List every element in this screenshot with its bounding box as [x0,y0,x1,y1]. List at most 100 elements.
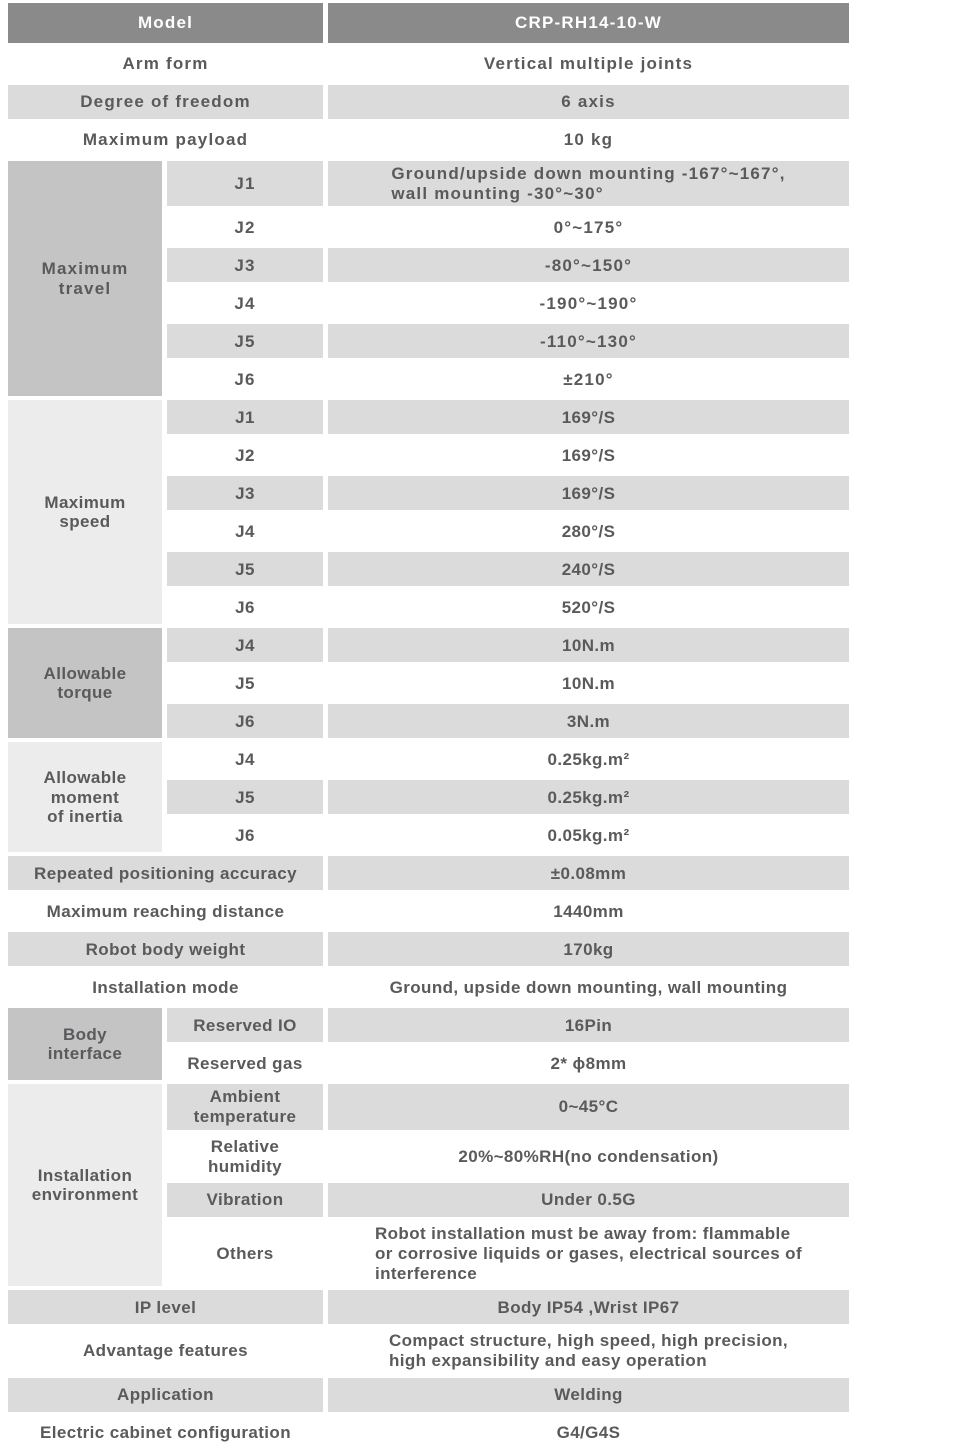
body-interface-reserved-io-label: Reserved IO [167,1008,323,1043]
label-ip-level: IP level [8,1290,323,1325]
value-application-text: Welding [554,1385,623,1405]
maximum-travel-j4-label-text: J4 [234,293,256,313]
label-degree-of-freedom: Degree of freedom [8,85,323,119]
allowable-moment-of-inertia-j6-value-text: 0.05kg.m² [547,825,630,845]
allowable-torque-j5-value-text: 10N.m [561,673,616,693]
maximum-speed-j6-value: 520°/S [328,590,849,625]
installation-environment-vibration-label-text: Vibration [206,1190,284,1210]
label-application: Application [8,1377,323,1412]
value-application: Welding [328,1377,849,1412]
maximum-travel-j5-value-text: -110°~130° [540,331,637,351]
group-label-allowable-torque-text: Allowable torque [43,663,127,703]
maximum-speed-j1-label: J1 [167,400,323,435]
value-robot-body-weight: 170kg [328,932,849,967]
maximum-travel-j1-value: Ground/upside down mounting -167°~167°, … [328,161,849,207]
value-advantage-features: Compact structure, high speed, high prec… [328,1328,849,1374]
group-label-maximum-travel: Maximum travel [8,161,162,397]
maximum-travel-j1-label: J1 [167,161,323,207]
label-electric-cabinet-configuration-text: Electric cabinet configuration [40,1423,291,1443]
group-label-allowable-moment-of-inertia-text: Allowable moment of inertia [43,767,127,827]
maximum-travel-j3-value: -80°~150° [328,248,849,283]
maximum-travel-j4-value: -190°~190° [328,286,849,321]
allowable-moment-of-inertia-j4-label: J4 [167,742,323,777]
group-label-maximum-travel-text: Maximum travel [41,259,129,298]
maximum-speed-j4-value-text: 280°/S [561,521,616,541]
maximum-travel-j1-label-text: J1 [234,173,256,193]
value-maximum-reaching-distance-text: 1440mm [553,901,624,921]
maximum-travel-j3-label-text: J3 [234,255,256,275]
label-arm-form-text: Arm form [122,54,209,74]
allowable-torque-j4-value-text: 10N.m [561,635,616,655]
body-interface-reserved-io-label-text: Reserved IO [193,1015,297,1035]
label-advantage-features-text: Advantage features [83,1341,248,1361]
allowable-torque-j6-label: J6 [167,704,323,739]
model-header-value-text: CRP-RH14-10-W [515,13,662,33]
value-advantage-features-text: Compact structure, high speed, high prec… [388,1331,789,1371]
label-arm-form: Arm form [8,47,323,81]
value-installation-mode-text: Ground, upside down mounting, wall mount… [389,977,788,997]
maximum-travel-j6-value-text: ±210° [563,369,614,389]
installation-environment-others-label: Others [167,1221,323,1287]
group-label-installation-environment-text: Installation environment [31,1165,139,1205]
installation-environment-relative-humidity-label: Relative humidity [167,1133,323,1180]
value-degree-of-freedom-text: 6 axis [561,92,616,112]
group-label-body-interface-text: Body interface [47,1024,123,1064]
maximum-travel-j4-label: J4 [167,286,323,321]
value-arm-form-text: Vertical multiple joints [483,54,694,74]
allowable-moment-of-inertia-j5-label-text: J5 [235,787,255,807]
maximum-travel-j5-label: J5 [167,324,323,359]
maximum-speed-j1-value-text: 169°/S [561,407,616,427]
allowable-moment-of-inertia-j6-label-text: J6 [235,825,255,845]
label-repeated-positioning-accuracy: Repeated positioning accuracy [8,856,323,891]
group-label-maximum-speed: Maximum speed [8,400,162,625]
installation-environment-others-value-text: Robot installation must be away from: fl… [374,1224,803,1283]
installation-environment-ambient-temperature-value-text: 0~45°C [558,1097,619,1117]
body-interface-reserved-gas-label-text: Reserved gas [187,1053,303,1073]
allowable-moment-of-inertia-j5-value-text: 0.25kg.m² [547,787,630,807]
label-installation-mode: Installation mode [8,970,323,1005]
allowable-torque-j5-label-text: J5 [235,673,255,693]
group-label-allowable-moment-of-inertia: Allowable moment of inertia [8,742,162,853]
allowable-torque-j5-label: J5 [167,666,323,701]
value-maximum-payload: 10 kg [328,123,849,157]
allowable-moment-of-inertia-j5-label: J5 [167,780,323,815]
group-label-maximum-speed-text: Maximum speed [44,492,126,532]
body-interface-reserved-gas-label: Reserved gas [167,1046,323,1081]
model-header-value: CRP-RH14-10-W [328,3,849,43]
installation-environment-vibration-value: Under 0.5G [328,1183,849,1218]
label-maximum-payload-text: Maximum payload [82,130,249,150]
label-maximum-reaching-distance: Maximum reaching distance [8,894,323,929]
value-installation-mode: Ground, upside down mounting, wall mount… [328,970,849,1005]
maximum-travel-j2-value: 0°~175° [328,210,849,245]
maximum-speed-j1-value: 169°/S [328,400,849,435]
label-maximum-payload: Maximum payload [8,123,323,157]
value-ip-level: Body IP54 ,Wrist IP67 [328,1290,849,1325]
installation-environment-vibration-label: Vibration [167,1183,323,1218]
maximum-speed-j1-label-text: J1 [235,407,255,427]
allowable-torque-j6-label-text: J6 [235,711,255,731]
installation-environment-others-label-text: Others [216,1244,274,1264]
label-electric-cabinet-configuration: Electric cabinet configuration [8,1415,323,1448]
maximum-speed-j5-value-text: 240°/S [561,559,616,579]
maximum-speed-j6-label: J6 [167,590,323,625]
allowable-moment-of-inertia-j6-value: 0.05kg.m² [328,818,849,853]
maximum-speed-j4-value: 280°/S [328,514,849,549]
group-label-body-interface: Body interface [8,1008,162,1081]
allowable-moment-of-inertia-j4-label-text: J4 [235,749,255,769]
label-degree-of-freedom-text: Degree of freedom [80,92,251,112]
body-interface-reserved-gas-value: 2* ϕ8mm [328,1046,849,1081]
model-header-label-text: Model [137,13,194,33]
maximum-travel-j1-value-text: Ground/upside down mounting -167°~167°, … [391,164,786,203]
body-interface-reserved-io-value: 16Pin [328,1008,849,1043]
value-maximum-reaching-distance: 1440mm [328,894,849,929]
value-repeated-positioning-accuracy-text: ±0.08mm [550,863,627,883]
label-advantage-features: Advantage features [8,1328,323,1374]
label-installation-mode-text: Installation mode [92,977,239,997]
label-robot-body-weight: Robot body weight [8,932,323,967]
value-repeated-positioning-accuracy: ±0.08mm [328,856,849,891]
value-maximum-payload-text: 10 kg [563,130,614,150]
label-repeated-positioning-accuracy-text: Repeated positioning accuracy [34,863,297,883]
maximum-travel-j2-label-text: J2 [234,217,256,237]
allowable-moment-of-inertia-j6-label: J6 [167,818,323,853]
